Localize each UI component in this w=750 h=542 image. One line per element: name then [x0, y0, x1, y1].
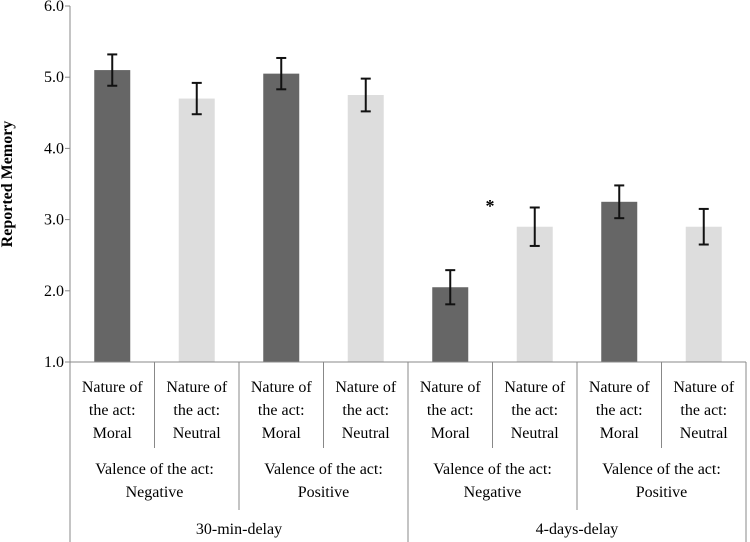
bar — [601, 202, 637, 362]
valence-label: Valence of the act: — [433, 461, 552, 478]
category-label: Neutral — [511, 425, 560, 442]
category-label: Neutral — [342, 425, 391, 442]
category-label: Nature of — [335, 379, 397, 396]
category-label: Moral — [262, 425, 302, 442]
bar — [686, 227, 722, 362]
category-label: the act: — [511, 402, 558, 419]
category-label: Moral — [93, 425, 133, 442]
category-label: Neutral — [680, 425, 729, 442]
significance-marker: * — [486, 196, 495, 216]
x-axis-table: Nature of the act: Moral Nature of the act: N… — [70, 362, 746, 542]
category-label: Nature of — [589, 379, 651, 396]
bar — [263, 74, 299, 362]
valence-label: Negative — [126, 484, 184, 501]
valence-label: Valence of the act: — [264, 461, 383, 478]
category-label: the act: — [173, 402, 220, 419]
category-label: Nature of — [251, 379, 313, 396]
valence-label: Positive — [636, 484, 688, 501]
delay-label: 4-days-delay — [536, 521, 619, 538]
category-label: Nature of — [166, 379, 228, 396]
valence-label: Valence of the act: — [95, 461, 214, 478]
y-tick-label: 6.0 — [44, 0, 64, 15]
delay-label: 30-min-delay — [196, 521, 282, 538]
bars-layer — [94, 70, 722, 362]
valence-label: Positive — [298, 484, 350, 501]
category-label: the act: — [342, 402, 389, 419]
category-label: Nature of — [504, 379, 566, 396]
valence-label: Valence of the act: — [602, 461, 721, 478]
category-label: Nature of — [673, 379, 735, 396]
y-tick-label: 4.0 — [44, 140, 64, 157]
y-tick-label: 3.0 — [44, 212, 64, 229]
y-axis-label: Reported Memory — [0, 121, 16, 248]
category-label: the act: — [258, 402, 305, 419]
y-axis: 1.0 2.0 3.0 4.0 5.0 6.0 — [44, 0, 70, 371]
bar — [348, 95, 384, 362]
bar — [517, 227, 553, 362]
category-label: Neutral — [173, 425, 222, 442]
y-tick-label: 5.0 — [44, 69, 64, 86]
category-label: the act: — [89, 402, 136, 419]
y-tick-label: 1.0 — [44, 354, 64, 371]
category-label: Moral — [431, 425, 471, 442]
y-tick-label: 2.0 — [44, 283, 64, 300]
valence-label: Negative — [464, 484, 522, 501]
category-label: the act: — [680, 402, 727, 419]
category-label: the act: — [427, 402, 474, 419]
category-label: the act: — [596, 402, 643, 419]
category-label: Moral — [600, 425, 640, 442]
category-label: Nature of — [420, 379, 482, 396]
bar-chart: 1.0 2.0 3.0 4.0 5.0 6.0 Nature of the act: Mora… — [0, 0, 750, 542]
bar — [179, 99, 215, 362]
category-label: Nature of — [82, 379, 144, 396]
bar — [94, 70, 130, 362]
